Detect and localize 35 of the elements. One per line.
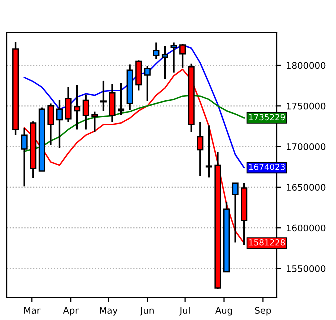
candlestick xyxy=(162,45,168,80)
candlestick xyxy=(153,42,160,60)
data-label: 1735229 xyxy=(249,114,286,121)
candlestick xyxy=(92,111,98,134)
candlestick xyxy=(109,83,116,124)
candlestick xyxy=(197,122,204,177)
candlestick xyxy=(56,100,64,150)
data-label: 1581228 xyxy=(249,239,286,246)
candlestick xyxy=(21,127,28,188)
x-tick-label: Sep xyxy=(255,307,272,316)
y-tick-label: 1800000 xyxy=(287,62,326,70)
candlestick xyxy=(48,102,54,146)
candlestick xyxy=(65,86,72,124)
y-tick-label: 1650000 xyxy=(287,184,326,192)
y-tick-label: 1600000 xyxy=(287,224,326,232)
y-tick-label: 1550000 xyxy=(287,265,326,272)
x-tick-label: Apr xyxy=(63,307,79,316)
candlestick xyxy=(144,65,151,102)
candlestick xyxy=(118,82,125,116)
candlestick xyxy=(206,124,212,179)
y-tick-label: 1750000 xyxy=(287,102,326,110)
candlestick xyxy=(100,80,107,112)
candlestick xyxy=(136,60,142,92)
candlestick xyxy=(232,182,239,244)
data-label: 1674023 xyxy=(249,164,285,170)
candlestick xyxy=(82,94,90,131)
x-tick-label: Aug xyxy=(216,307,232,316)
candlestick xyxy=(74,84,81,131)
x-tick-label: Mar xyxy=(24,307,41,314)
x-tick-label: May xyxy=(100,307,118,316)
line-series xyxy=(24,44,246,169)
y-tick-label: 1700000 xyxy=(287,144,326,150)
candlestick xyxy=(170,42,178,74)
x-tick-label: Jun xyxy=(140,307,154,316)
x-tick-label: Jul xyxy=(179,307,190,316)
